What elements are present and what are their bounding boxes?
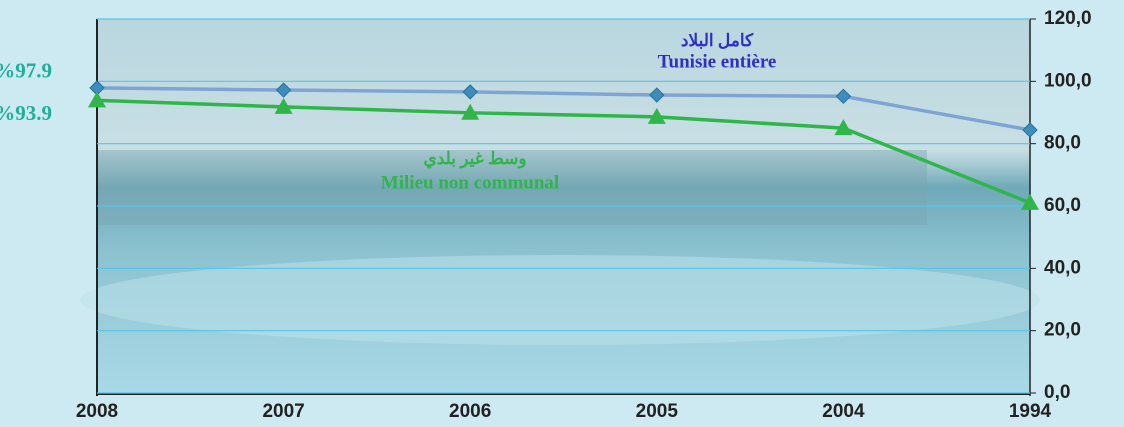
y-tick-label: 0,0 (1044, 382, 1070, 403)
y-tick-label: 100,0 (1044, 70, 1092, 91)
series-line (96, 86, 1031, 132)
point (1021, 193, 1039, 210)
point (647, 107, 666, 124)
y-tick-label: 20,0 (1044, 320, 1081, 341)
legend-label: Tunisie entière (658, 51, 777, 72)
photo-shade (97, 150, 927, 225)
y-tick-label: 60,0 (1044, 195, 1081, 216)
legend-label-ar: كامل البلاد (681, 31, 754, 50)
x-tick-label: 2005 (636, 401, 679, 422)
y-tick-label: 80,0 (1044, 133, 1081, 154)
x-tick-label: 2004 (822, 401, 865, 422)
point (88, 91, 106, 108)
x-tick-label: 2006 (449, 401, 491, 422)
point (649, 87, 665, 103)
point (462, 84, 478, 100)
point (1022, 122, 1038, 138)
point (275, 82, 292, 98)
x-tick-label: 2008 (76, 401, 118, 422)
value-label: %93.9 (0, 101, 52, 125)
point (835, 88, 852, 105)
legend-label-ar: وسط غير بلدي (423, 149, 526, 169)
point (274, 97, 293, 114)
point (461, 103, 480, 120)
series-line (96, 98, 1031, 205)
x-tick-label: 1994 (1009, 401, 1052, 422)
value-label: %97.9 (0, 59, 52, 83)
y-tick-label: 40,0 (1044, 257, 1081, 278)
photo-basin (80, 255, 1040, 345)
point (834, 119, 853, 136)
x-tick-label: 2007 (262, 401, 304, 422)
y-tick-label: 120,0 (1044, 8, 1092, 29)
legend-label: Milieu non communal (381, 172, 559, 193)
